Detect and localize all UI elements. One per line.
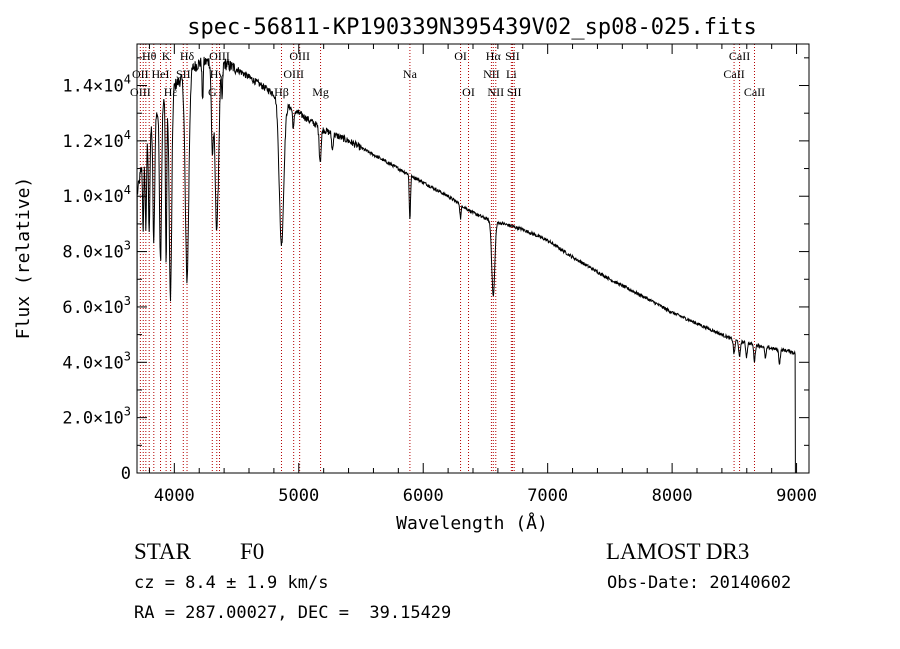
survey-name: LAMOST DR3 <box>606 539 750 564</box>
line-label: CaII <box>729 49 750 63</box>
x-tick-label: 9000 <box>776 486 817 506</box>
y-tick-label: 6.0×103 <box>62 294 131 318</box>
line-label: SII <box>176 67 191 81</box>
line-label: OI <box>454 49 467 63</box>
spectral-line-markers <box>139 44 755 473</box>
line-label: OIII <box>289 49 310 63</box>
line-label: OII <box>132 67 149 81</box>
line-label: Hγ <box>210 67 225 81</box>
line-label: G <box>208 85 217 99</box>
line-label: OIII <box>283 67 304 81</box>
object-subclass: F0 <box>240 539 265 564</box>
line-label: SII <box>507 85 522 99</box>
line-label: Mg <box>312 85 329 99</box>
y-tick-label: 2.0×103 <box>62 405 131 429</box>
plot-frame <box>136 43 810 474</box>
line-label: OIII <box>130 85 151 99</box>
x-tick-label: 5000 <box>278 486 319 506</box>
x-axis-label: Wavelength (Å) <box>396 512 548 534</box>
line-label: Hα <box>486 49 502 63</box>
line-label: CaII <box>744 85 765 99</box>
line-label: Li <box>506 67 517 81</box>
x-tick-label: 4000 <box>154 486 195 506</box>
y-axis: 0 2.0×103 4.0×103 6.0×103 8.0×103 1.0×104 1.2×… <box>62 57 809 484</box>
line-label: Hβ <box>274 85 289 99</box>
y-tick-label: 1.4×104 <box>62 73 131 97</box>
line-label: NII <box>487 85 504 99</box>
line-label: Hδ <box>180 49 195 63</box>
line-label: NII <box>483 67 500 81</box>
redshift-velocity: cz = 8.4 ± 1.9 km/s <box>134 573 329 593</box>
line-label: HeI <box>152 67 170 81</box>
x-tick-label: 6000 <box>403 486 444 506</box>
x-axis: 4000 5000 6000 7000 8000 9000 <box>148 44 817 506</box>
object-class: STAR <box>134 539 191 564</box>
spectrum-line <box>136 56 797 474</box>
line-label: Hθ <box>142 49 157 63</box>
line-label: CaII <box>723 67 744 81</box>
y-axis-label: Flux (relative) <box>13 177 34 340</box>
line-label: SII <box>505 49 520 63</box>
chart-title: spec-56811-KP190339N395439V02_sp08-025.f… <box>187 15 757 40</box>
y-tick-label: 8.0×103 <box>62 239 131 263</box>
line-label: Na <box>403 67 418 81</box>
y-tick-label: 4.0×103 <box>62 349 131 373</box>
observation-date: Obs-Date: 20140602 <box>607 573 792 593</box>
line-label: OI <box>462 85 475 99</box>
y-tick-label: 0 <box>121 464 131 484</box>
x-tick-label: 8000 <box>652 486 693 506</box>
coordinates: RA = 287.00027, DEC = 39.15429 <box>134 603 452 623</box>
y-tick-label: 1.2×104 <box>62 128 131 152</box>
line-label: OIII <box>209 49 230 63</box>
line-label: K <box>162 49 171 63</box>
x-tick-label: 7000 <box>527 486 568 506</box>
y-tick-label: 1.0×104 <box>62 183 131 207</box>
